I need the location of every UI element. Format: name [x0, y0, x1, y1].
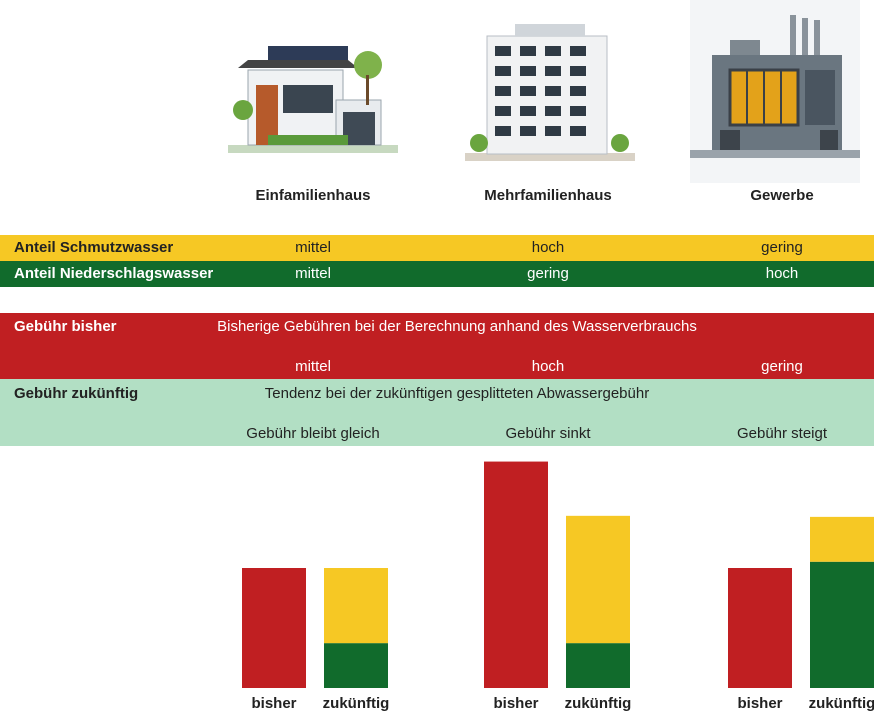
commercial-building-image: [690, 0, 860, 183]
bar-bisher-2: [484, 461, 548, 688]
gebuehr-zukuenftig-value-3: Gebühr steigt: [736, 425, 828, 442]
gebuehr-bisher-note: Bisherige Gebühren bei der Berechnung an…: [217, 318, 697, 335]
bar-label-zukuenftig-2: zukünftig: [565, 695, 632, 712]
bar-zukuenftig-niederschlag-2: [566, 643, 630, 688]
fee-comparison-chart: bisher zukünftig bisher zukünftig bisher zukü…: [242, 461, 874, 712]
bar-zukuenftig-schmutz-2: [566, 515, 630, 644]
niederschlagswasser-row: Anteil Niederschlagswasser mittel gering…: [0, 261, 874, 287]
bar-zukuenftig-schmutz-1: [324, 568, 388, 644]
bar-label-bisher-1: bisher: [251, 695, 296, 712]
gebuehr-zukuenftig-label: Gebühr zukünftig: [14, 385, 139, 402]
bar-bisher-1: [242, 568, 306, 688]
schmutzwasser-row: Anteil Schmutzwasser mittel hoch gering: [0, 235, 874, 261]
bar-zukuenftig-schmutz-3: [810, 516, 874, 562]
single-family-house-image: [228, 40, 398, 158]
column-title-einfamilienhaus: Einfamilienhaus: [255, 187, 371, 204]
gebuehr-zukuenftig-row: Gebühr zukünftig Tendenz bei der zukünft…: [0, 379, 874, 446]
niederschlagswasser-value-1: mittel: [295, 265, 331, 282]
schmutzwasser-value-2: hoch: [531, 239, 565, 256]
gebuehr-zukuenftig-value-2: Gebühr sinkt: [505, 425, 591, 442]
bar-label-bisher-2: bisher: [493, 695, 538, 712]
niederschlagswasser-value-2: gering: [527, 265, 569, 282]
schmutzwasser-value-1: mittel: [295, 239, 331, 256]
gebuehr-bisher-label: Gebühr bisher: [14, 318, 117, 335]
bar-label-zukuenftig-3: zukünftig: [809, 695, 874, 712]
bar-zukuenftig-niederschlag-1: [324, 643, 388, 688]
gebuehr-zukuenftig-note: Tendenz bei der zukünftigen gesplitteten…: [264, 385, 650, 402]
column-title-mehrfamilienhaus: Mehrfamilienhaus: [484, 187, 612, 204]
gebuehr-bisher-value-2: hoch: [531, 358, 565, 375]
bar-label-bisher-3: bisher: [737, 695, 782, 712]
niederschlagswasser-label: Anteil Niederschlagswasser: [14, 265, 214, 282]
bar-label-zukuenftig-1: zukünftig: [323, 695, 390, 712]
schmutzwasser-value-3: gering: [761, 239, 803, 256]
bar-zukuenftig-niederschlag-3: [810, 561, 874, 688]
gebuehr-bisher-row: Gebühr bisher Bisherige Gebühren bei der…: [0, 313, 874, 379]
schmutzwasser-label: Anteil Schmutzwasser: [14, 239, 174, 256]
apartment-building-image: [465, 18, 635, 163]
gebuehr-zukuenftig-value-1: Gebühr bleibt gleich: [246, 425, 380, 442]
bar-bisher-3: [728, 568, 792, 688]
niederschlagswasser-value-3: hoch: [765, 265, 799, 282]
gebuehr-bisher-value-3: gering: [761, 358, 803, 375]
column-title-gewerbe: Gewerbe: [750, 187, 814, 204]
gebuehr-bisher-value-1: mittel: [295, 358, 331, 375]
